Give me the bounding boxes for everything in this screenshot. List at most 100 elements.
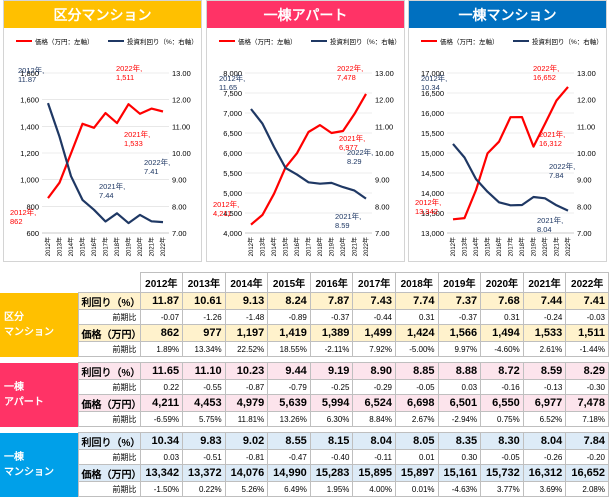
row-label: 利回り（%） [77,362,141,380]
y-right-tick-label: 13.00 [375,69,394,78]
y-right-tick-label: 11.00 [577,122,595,131]
year-header: 2021年 [522,272,567,293]
price-value: 977 [182,324,226,342]
yield-change-value: -0.79 [267,379,311,395]
y-left-tick-label: 16,500 [421,89,444,98]
x-tick-label: 2019年 [530,237,538,256]
yield-value: 8.35 [437,432,482,450]
yield-change-value: 0.03 [139,449,184,465]
yield-change-value: -0.81 [224,449,269,465]
x-tick-label: 2020年 [541,237,549,256]
y-left-tick-label: 5,500 [223,169,242,178]
yield-line [452,143,569,212]
x-tick-label: 2022年 [564,237,572,256]
table-row: 価格（万円） 4,211 4,453 4,979 5,639 5,994 6,524 6,69… [0,394,609,412]
price-value: 4,211 [139,394,184,412]
yield-change-value: 0.31 [394,309,439,325]
price-change-value: 7.92% [352,341,396,357]
yield-value: 8.05 [394,432,439,450]
x-tick-label: 2012年 [449,237,457,256]
x-tick-label: 2014年 [270,237,278,256]
legend: 価格（万円：左軸） 投資利回り（%：右軸） [219,37,401,46]
x-tick-label: 2016年 [90,237,98,256]
year-header: 2013年 [182,272,226,293]
data-label: 2021年, 16,312 [539,129,565,148]
y-right-tick-label: 12.00 [375,96,394,105]
y-left-tick-label: 13,500 [421,209,444,218]
price-value: 862 [139,324,184,342]
legend: 価格（万円：左軸） 投資利回り（%：右軸） [421,37,603,46]
price-change-value: -2.94% [437,411,482,427]
price-change-value: -2.11% [309,341,354,357]
price-value: 7,478 [565,394,609,412]
y-right-tick-label: 13.00 [172,69,191,78]
row-label: 前期比 [77,309,141,325]
data-label: 2012年, 13,342 [415,197,441,216]
year-header: 2022年 [565,272,609,293]
segment-label: 区分 マンション [0,292,78,357]
row-label: 利回り（%） [77,432,141,450]
yield-value: 8.04 [522,432,567,450]
table-corner [78,273,140,293]
y-left-tick-label: 6,000 [223,149,242,158]
yield-value: 11.10 [182,362,226,380]
price-value: 4,979 [224,394,269,412]
yield-value: 8.30 [480,432,524,450]
chart-title: 区分マンション [4,1,201,28]
x-tick-label: 2015年 [79,237,87,256]
price-change-value: 2.67% [394,411,439,427]
y-left-tick-label: 15,500 [421,129,444,138]
yield-change-value: -0.44 [352,309,396,325]
x-tick-label: 2022年 [362,237,370,256]
price-value: 6,501 [437,394,482,412]
legend-price-label: 価格（万円：左軸） [35,37,94,46]
data-label: 2021年, 8.04 [537,215,563,234]
price-value: 1,197 [224,324,269,342]
yield-value: 8.88 [437,362,482,380]
price-change-value: 9.97% [437,341,482,357]
price-value: 6,550 [480,394,524,412]
legend-yield-label: 投資利回り（%：右軸） [330,37,401,46]
y-right-tick-label: 10.00 [172,149,191,158]
price-change-value: 6.30% [309,411,354,427]
table-row: 一棟 マンション 利回り（%） 10.34 9.83 9.02 8.55 8.15 8.04 8.… [0,432,609,497]
yield-change-value: -0.11 [352,449,396,465]
price-change-value: 22.52% [224,341,269,357]
yield-change-value: -0.37 [437,309,482,325]
price-change-value: 2.61% [522,341,567,357]
yield-change-value: -0.55 [182,379,226,395]
yield-change-value: -0.03 [565,309,609,325]
yield-value: 11.87 [139,292,184,310]
price-value: 1,424 [394,324,439,342]
x-tick-label: 2021年 [553,237,561,256]
y-left-tick-label: 1,000 [20,176,39,185]
year-header: 2019年 [437,272,482,293]
x-tick-label: 2020年 [136,237,144,256]
yield-change-value: -0.47 [267,449,311,465]
yield-change-value: -0.40 [309,449,354,465]
segment-label-line: マンション [4,326,54,338]
price-value: 1,419 [267,324,311,342]
price-value: 16,312 [522,464,567,482]
yield-value: 10.23 [224,362,269,380]
y-right-tick-label: 13.00 [577,69,596,78]
y-left-tick-label: 1,800 [20,69,39,78]
x-tick-label: 2015年 [484,237,492,256]
y-right-tick-label: 9.00 [375,176,390,185]
data-label: 2012年, 11.65 [219,73,245,92]
yield-change-value: -0.05 [480,449,524,465]
year-header: 2016年 [309,272,354,293]
yield-value: 9.13 [224,292,269,310]
row-label: 前期比 [77,379,141,395]
x-tick-label: 2017年 [507,237,515,256]
yield-change-value: 0.22 [139,379,184,395]
yield-value: 8.04 [352,432,396,450]
yield-change-value: -0.87 [224,379,269,395]
chart-svg: 価格（万円：左軸） 投資利回り（%：右軸） 4,000 4,500 5,000 5,500… [213,37,401,256]
price-change-value: 0.01% [394,481,439,497]
segment-label-line: 一棟 [4,451,24,463]
x-tick-label: 2021年 [148,237,156,256]
yield-change-value: -0.24 [522,309,567,325]
yield-change-value: 0.30 [437,449,482,465]
yield-value: 11.65 [139,362,184,380]
